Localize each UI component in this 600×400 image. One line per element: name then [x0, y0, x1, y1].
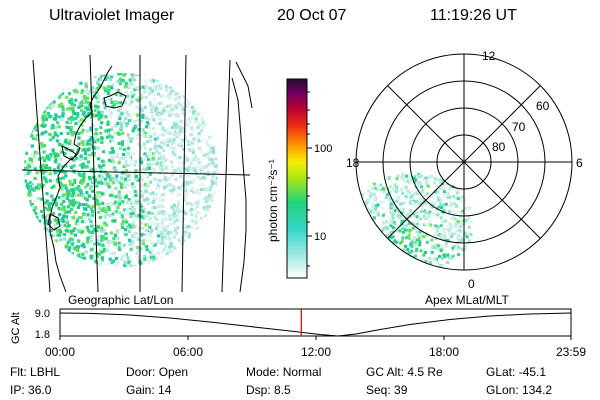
mlat-label-80: 80: [492, 140, 506, 154]
mlt-label-0: 0: [468, 277, 475, 291]
geographic-map: [21, 55, 253, 293]
image-time: 11:19:26 UT: [430, 7, 517, 24]
colorbar-tick-100: 100: [314, 143, 332, 155]
polar-plot: 12 18 6 0 60 70 80: [346, 49, 583, 291]
status-glon: GLon: 134.2: [486, 383, 553, 397]
color-scale: 100 10 photon cm⁻²s⁻¹: [266, 78, 332, 279]
alt-axis-label: GC Alt: [10, 312, 22, 344]
status-gc-alt: GC Alt: 4.5 Re: [366, 365, 443, 379]
mlat-label-60: 60: [536, 99, 550, 113]
time-tick-0600: 06:00: [173, 345, 203, 359]
apex-label: Apex MLat/MLT: [425, 293, 509, 307]
status-flt: Flt: LBHL: [10, 365, 61, 379]
lat-line: [21, 169, 251, 176]
image-date: 20 Oct 07: [277, 7, 347, 24]
status-dsp: Dsp: 8.5: [246, 383, 291, 397]
mlat-label-70: 70: [512, 120, 526, 134]
status-gain: Gain: 14: [126, 383, 172, 397]
coastline: [49, 65, 113, 293]
status-glat: GLat: -45.1: [486, 365, 547, 379]
alt-tick-1: 1.8: [35, 329, 50, 341]
colorbar-tick-10: 10: [314, 231, 326, 243]
altitude-timeline: 9.0 1.8 GC Alt 00:00 06:00 12:00 18:00 2…: [10, 308, 586, 359]
altitude-curve: [59, 312, 572, 337]
status-door: Door: Open: [126, 365, 189, 379]
geographic-label: Geographic Lat/Lon: [68, 293, 173, 307]
mlt-label-12: 12: [482, 49, 496, 63]
alt-tick-9: 9.0: [35, 308, 50, 320]
colorbar-unit: photon cm⁻²s⁻¹: [266, 159, 280, 242]
status-mode: Mode: Normal: [246, 365, 322, 379]
time-tick-0000: 00:00: [45, 345, 75, 359]
instrument-title: Ultraviolet Imager: [49, 7, 175, 24]
status-ip: IP: 36.0: [10, 383, 52, 397]
time-tick-2359: 23:59: [556, 345, 586, 359]
mlt-label-6: 6: [576, 156, 583, 170]
time-tick-1800: 18:00: [429, 345, 459, 359]
lon-line: [32, 59, 51, 293]
mlt-label-18: 18: [346, 156, 360, 170]
time-tick-1200: 12:00: [301, 345, 331, 359]
status-seq: Seq: 39: [366, 383, 408, 397]
